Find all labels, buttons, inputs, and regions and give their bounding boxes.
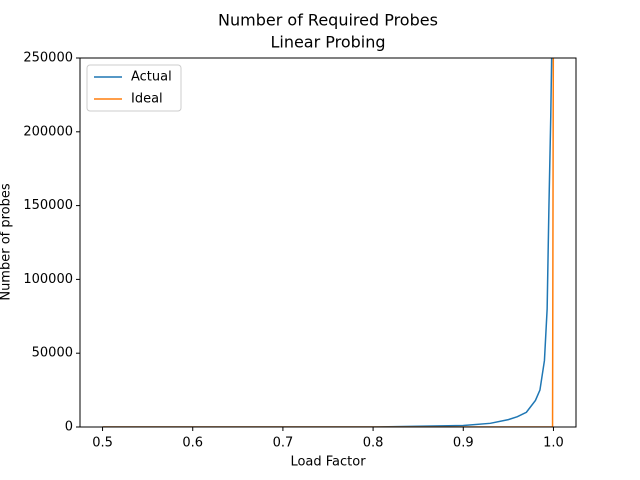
y-tick-label: 250000 (23, 51, 73, 66)
y-tick-label: 50000 (32, 346, 73, 361)
y-tick-label: 0 (65, 420, 73, 435)
x-tick-label: 0.7 (273, 436, 294, 451)
legend-label: Ideal (131, 92, 163, 107)
y-axis-label: Number of probes (0, 183, 14, 301)
x-tick-label: 1.0 (543, 436, 564, 451)
legend-label: Actual (131, 70, 172, 85)
y-tick-label: 100000 (23, 272, 73, 287)
series-line (102, 58, 555, 427)
y-tick-label: 150000 (23, 198, 73, 213)
x-tick-label: 0.6 (182, 436, 203, 451)
chart-subtitle: Linear Probing (270, 33, 385, 52)
x-tick-label: 0.8 (363, 436, 384, 451)
x-tick-label: 0.9 (453, 436, 474, 451)
axes-frame (79, 57, 577, 428)
series-line (102, 58, 553, 427)
plot-area (102, 58, 555, 427)
chart-title: Number of Required Probes (218, 11, 438, 30)
x-axis-label: Load Factor (290, 455, 366, 470)
y-tick-label: 200000 (23, 124, 73, 139)
x-tick-label: 0.5 (92, 436, 113, 451)
